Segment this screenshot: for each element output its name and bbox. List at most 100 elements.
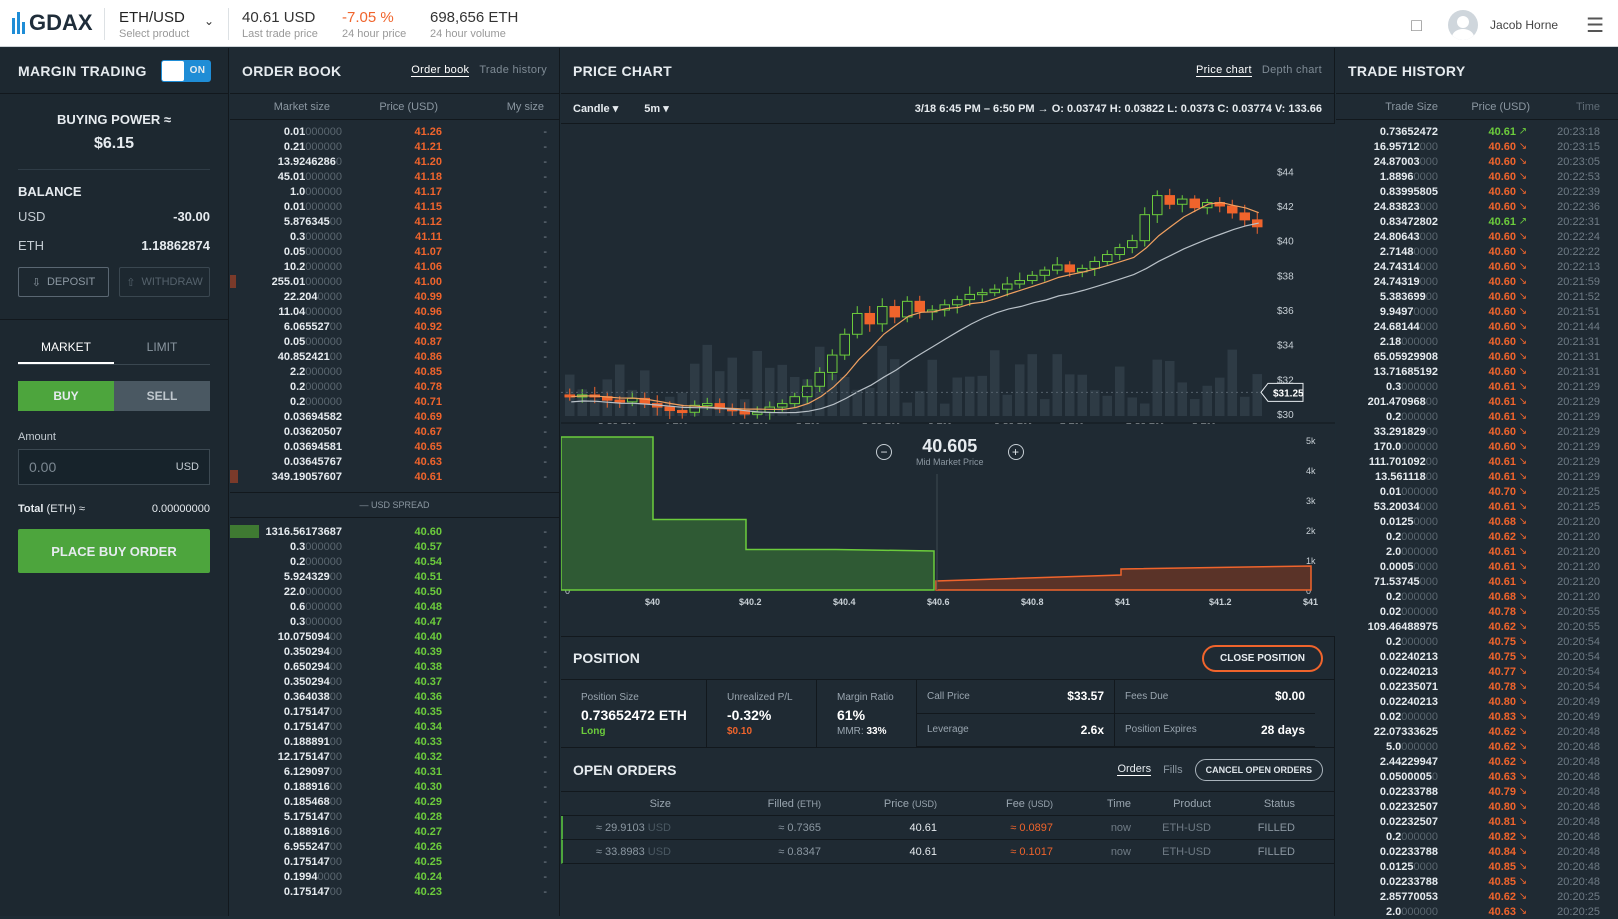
toggle-knob — [161, 60, 184, 81]
buy-button[interactable]: BUY — [18, 381, 114, 411]
product-selector[interactable]: ETH/USD Select product — [119, 9, 189, 40]
candle-body — [1152, 195, 1163, 216]
order-book-row[interactable]: 6.06552700 40.92 - — [230, 319, 559, 334]
order-book-row[interactable]: 0.3000000 40.57 - — [230, 539, 559, 554]
order-book-row[interactable]: 0.18891600 40.27 - — [230, 824, 559, 839]
price-tick: $30 — [1277, 410, 1294, 421]
order-book-row[interactable]: 22.2040000 40.99 - — [230, 289, 559, 304]
tab-order-book[interactable]: Order book — [411, 64, 470, 77]
order-book-row[interactable]: 40.85242100 40.86 - — [230, 349, 559, 364]
deposit-button[interactable]: ⇩ DEPOSIT — [18, 267, 109, 297]
tab-fills[interactable]: Fills — [1163, 763, 1183, 776]
amount-input[interactable]: 0.00 USD — [18, 449, 210, 485]
order-size: 13.92462860 — [230, 156, 342, 168]
order-book-row[interactable]: 0.17514700 40.25 - — [230, 854, 559, 869]
order-price: 40.61 — [414, 470, 442, 483]
avatar[interactable] — [1448, 10, 1479, 40]
order-book-row[interactable]: 1.0000000 41.17 - — [230, 184, 559, 199]
order-size-digits: 0.364038 — [283, 690, 330, 703]
tab-price-chart[interactable]: Price chart — [1195, 64, 1252, 77]
place-buy-order-button[interactable]: PLACE BUY ORDER — [18, 529, 210, 573]
chevron-down-icon[interactable]: ⌄ — [204, 14, 215, 28]
trade-size: 16.95712000 — [1336, 141, 1438, 153]
trade-row: 0.3000000 40.61 ↘ 20:21:29 — [1336, 379, 1618, 394]
order-book-row[interactable]: 5.17514700 40.28 - — [230, 809, 559, 824]
order-book-row[interactable]: 0.35029400 40.37 - — [230, 674, 559, 689]
cancel-open-orders-button[interactable]: CANCEL OPEN ORDERS — [1194, 758, 1323, 781]
close-position-button[interactable]: CLOSE POSITION — [1201, 644, 1323, 672]
order-book-row[interactable]: 6.12909700 40.31 - — [230, 764, 559, 779]
candle-dropdown[interactable]: Candle ▾ — [573, 102, 618, 115]
order-book-row[interactable]: 255.01000000 41.00 - — [230, 274, 559, 289]
zoom-in-icon[interactable]: + — [1007, 443, 1024, 460]
order-book-row[interactable]: 0.03694582 40.69 - — [230, 409, 559, 424]
candle-body — [1114, 247, 1125, 256]
order-book-row[interactable]: 0.65029400 40.38 - — [230, 659, 559, 674]
order-book-row[interactable]: 6.95524700 40.26 - — [230, 839, 559, 854]
order-book-row[interactable]: 0.3000000 40.47 - — [230, 614, 559, 629]
order-book-row[interactable]: 0.18891600 40.30 - — [230, 779, 559, 794]
order-book-row[interactable]: 0.17514700 40.34 - — [230, 719, 559, 734]
tab-market[interactable]: MARKET — [18, 340, 114, 364]
order-book-row[interactable]: 12.17514700 40.32 - — [230, 749, 559, 764]
order-book-row[interactable]: 13.92462860 41.20 - — [230, 154, 559, 169]
order-price: 40.61 — [909, 821, 937, 834]
order-book-title: ORDER BOOK — [242, 62, 342, 79]
order-book-row[interactable]: 0.03645767 40.63 - — [230, 454, 559, 469]
tab-orders[interactable]: Orders — [1117, 763, 1152, 776]
order-book-row[interactable]: 2.2000000 40.85 - — [230, 364, 559, 379]
order-book-row[interactable]: 10.07509400 40.40 - — [230, 629, 559, 644]
order-book-row[interactable]: 45.01000000 41.18 - — [230, 169, 559, 184]
order-price: 41.07 — [414, 245, 442, 258]
order-book-row[interactable]: 0.2000000 40.78 - — [230, 379, 559, 394]
order-book-row[interactable]: 5.92432900 40.51 - — [230, 569, 559, 584]
tab-limit[interactable]: LIMIT — [146, 340, 178, 354]
margin-toggle[interactable]: ON — [160, 59, 211, 82]
order-book-row[interactable]: 0.05000000 40.87 - — [230, 334, 559, 349]
withdraw-button[interactable]: ⇧ WITHDRAW — [119, 267, 210, 297]
order-size: 0.17514700 — [230, 721, 342, 733]
trade-size: 0.3000000 — [1336, 381, 1438, 393]
order-book-row[interactable]: 10.2000000 41.06 - — [230, 259, 559, 274]
order-book-row[interactable]: 0.21000000 41.21 - — [230, 139, 559, 154]
order-book-row[interactable]: 5.87634500 41.12 - — [230, 214, 559, 229]
order-book-row[interactable]: 0.18889100 40.33 - — [230, 734, 559, 749]
order-book-row[interactable]: 11.04000000 40.96 - — [230, 304, 559, 319]
tab-trade-history[interactable]: Trade history — [479, 64, 547, 76]
order-book-row[interactable]: 0.01000000 41.15 - — [230, 199, 559, 214]
order-book-row[interactable]: 0.03694581 40.65 - — [230, 439, 559, 454]
order-book-row[interactable]: 0.19940000 40.24 - — [230, 869, 559, 884]
order-book-row[interactable]: 0.6000000 40.48 - — [230, 599, 559, 614]
open-order-row[interactable]: ≈ 29.9103 USD ≈ 0.7365 40.61 ≈ 0.0897 now ETH… — [561, 816, 1335, 840]
gdax-logo[interactable]: GDAX — [12, 10, 93, 36]
trade-time: 20:20:25 — [1557, 890, 1600, 903]
order-book-row[interactable]: 0.36403800 40.36 - — [230, 689, 559, 704]
order-book-row[interactable]: 0.01000000 41.26 - — [230, 124, 559, 139]
order-book-row[interactable]: 0.03620507 40.67 - — [230, 424, 559, 439]
order-book-row[interactable]: 0.17514700 40.35 - — [230, 704, 559, 719]
order-book-row[interactable]: 0.18546800 40.29 - — [230, 794, 559, 809]
open-order-row[interactable]: ≈ 33.8983 USD ≈ 0.8347 40.61 ≈ 0.1017 now ETH… — [561, 840, 1335, 864]
order-book-row[interactable]: 349.19057607 40.61 - — [230, 469, 559, 484]
candlestick-chart[interactable]: $44$42$40$38$36$34$32$303:30 PM4 PM4:30 … — [561, 124, 1335, 424]
call-leverage: Call Price $33.57 Leverage 2.6x — [917, 680, 1115, 747]
order-book-row[interactable]: 0.3000000 41.11 - — [230, 229, 559, 244]
volume-bar — [877, 345, 887, 416]
tab-depth-chart[interactable]: Depth chart — [1261, 64, 1322, 76]
order-book-row[interactable]: 0.35029400 40.39 - — [230, 644, 559, 659]
order-book-row[interactable]: 0.05000000 41.07 - — [230, 244, 559, 259]
order-book-row[interactable]: 1316.56173687 40.60 - — [230, 524, 559, 539]
trade-size-digits: 0.02240213 — [1379, 665, 1438, 678]
depth-chart[interactable]: 5k5k4k4k3k3k2k2k1k1k00$40$40.2$40.4$40.6… — [561, 424, 1335, 636]
trade-time: 20:21:29 — [1557, 410, 1600, 423]
zoom-out-icon[interactable]: − — [876, 443, 892, 460]
order-book-row[interactable]: 0.2000000 40.71 - — [230, 394, 559, 409]
menu-icon[interactable]: ☰ — [1586, 14, 1604, 37]
sell-button[interactable]: SELL — [114, 381, 210, 411]
order-book-row[interactable]: 0.2000000 40.54 - — [230, 554, 559, 569]
order-book-row[interactable]: 22.0000000 40.50 - — [230, 584, 559, 599]
interval-dropdown[interactable]: 5m ▾ — [644, 102, 669, 115]
chat-icon[interactable]: □ — [1411, 14, 1423, 35]
user-name[interactable]: Jacob Horne — [1490, 18, 1559, 32]
order-book-row[interactable]: 0.17514700 40.23 - — [230, 884, 559, 899]
